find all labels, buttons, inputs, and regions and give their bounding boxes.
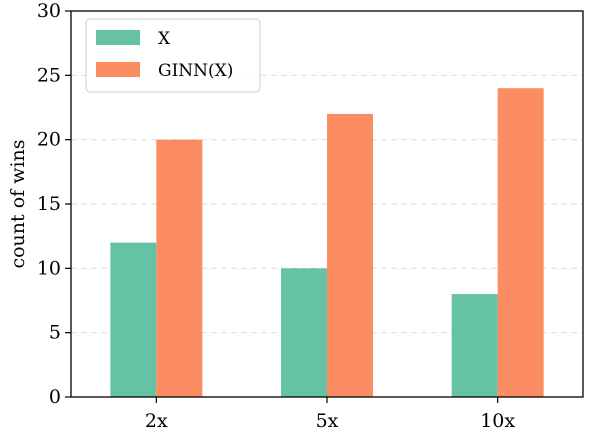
bar-x-2x [110,242,157,397]
bar-x-10x [451,294,498,397]
y-axis-ticks: 0 5 10 15 20 25 30 [37,0,71,408]
y-tick-label: 15 [37,193,61,215]
legend-label: GINN(X) [158,61,233,81]
legend: X GINN(X) [85,18,261,93]
bar-ginn-x--2x [156,139,203,397]
y-tick-label: 20 [37,129,61,151]
bar-ginn-x--10x [497,88,544,397]
y-tick-label: 25 [37,64,61,86]
y-axis-label: count of wins [7,139,29,268]
legend-label: X [158,29,171,49]
y-tick-label: 30 [37,0,61,22]
bar-x-5x [281,268,327,397]
y-tick-label: 5 [49,322,61,344]
legend-box [85,18,261,93]
x-tick-label: 5x [316,410,339,432]
bar-ginn-x--5x [327,113,373,397]
x-tick-label: 2x [145,410,168,432]
x-axis-ticks: 2x 5x 10x [145,397,515,432]
x-tick-label: 10x [480,410,515,432]
y-tick-label: 0 [49,386,61,408]
legend-swatch [96,62,140,77]
y-tick-label: 10 [37,257,61,279]
bars [110,88,544,397]
legend-swatch [96,30,140,45]
